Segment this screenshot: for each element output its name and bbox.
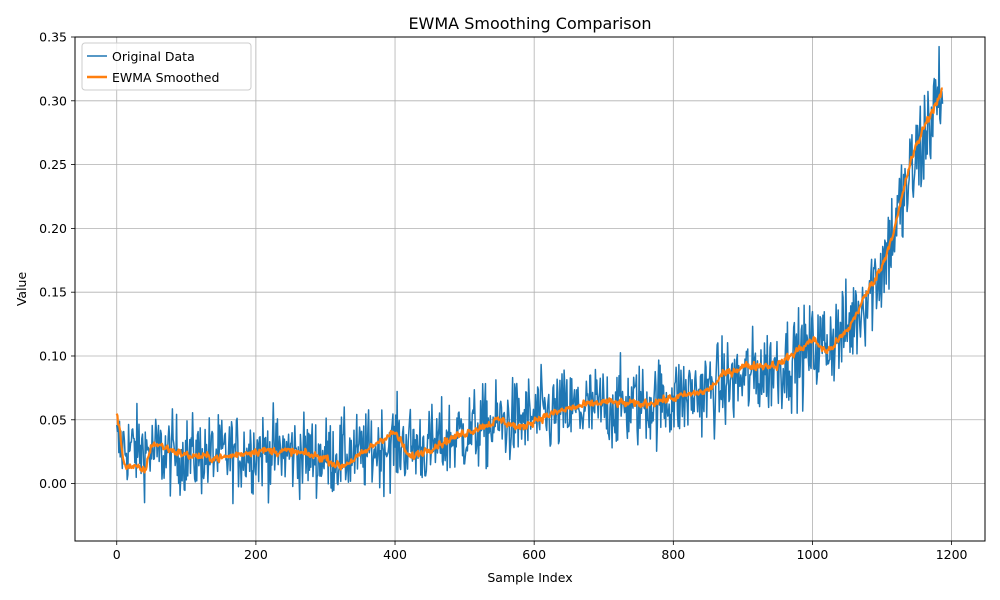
- y-tick-label: 0.05: [39, 412, 67, 427]
- y-tick-label: 0.10: [39, 348, 67, 363]
- series-layer: [115, 45, 944, 505]
- x-tick-label: 400: [383, 547, 407, 562]
- x-axis-label: Sample Index: [487, 570, 572, 585]
- x-tick-label: 600: [522, 547, 546, 562]
- chart-title: EWMA Smoothing Comparison: [408, 14, 651, 33]
- x-tick-label: 200: [244, 547, 268, 562]
- y-axis-label: Value: [14, 272, 29, 307]
- y-tick-label: 0.35: [39, 30, 67, 45]
- legend-label-ewma: EWMA Smoothed: [112, 70, 219, 85]
- legend-box: [81, 42, 252, 91]
- y-tick-label: 0.25: [39, 157, 67, 172]
- legend-label-original: Original Data: [112, 49, 195, 64]
- y-tick-label: 0.00: [39, 476, 67, 491]
- plot-area: [75, 37, 985, 541]
- legend: Original Data EWMA Smoothed: [81, 42, 252, 91]
- y-tick-label: 0.15: [39, 285, 67, 300]
- x-tick-label: 0: [113, 547, 121, 562]
- series-line-original-data: [115, 45, 944, 505]
- plot-frame: [74, 36, 986, 542]
- y-tick-label: 0.20: [39, 221, 67, 236]
- x-tick-label: 800: [661, 547, 685, 562]
- tick-layer: 0 200 400 600 800 1000 1200 0.00 0.05 0.10 0.15 0.2…: [39, 30, 967, 563]
- series-line-ewma-smoothed: [115, 87, 943, 474]
- x-tick-label: 1000: [797, 547, 829, 562]
- y-tick-label: 0.30: [39, 93, 67, 108]
- x-tick-label: 1200: [936, 547, 968, 562]
